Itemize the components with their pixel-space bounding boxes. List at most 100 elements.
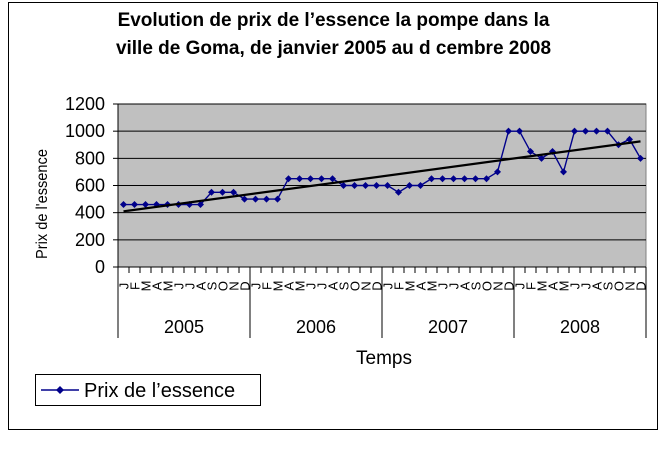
x-tick-label: S: [337, 281, 352, 290]
x-tick-label: A: [282, 281, 297, 290]
series-line: [123, 130, 642, 206]
data-point: [120, 201, 127, 209]
data-point: [230, 188, 237, 196]
x-tick-label: N: [491, 281, 506, 290]
data-point: [274, 195, 281, 203]
data-point: [560, 168, 567, 176]
data-point: [131, 201, 138, 209]
year-label: 2005: [164, 317, 204, 337]
series-prix-essence: [120, 127, 644, 209]
x-axis: JFMAMJJASONDJFMAMJJASONDJFMAMJJASONDJFMA…: [117, 266, 649, 338]
data-point: [351, 182, 358, 189]
x-tick-label: S: [469, 281, 484, 290]
legend: Prix de l’essence: [35, 374, 261, 406]
y-tick-label: 600: [75, 176, 105, 196]
x-tick-label: A: [326, 281, 341, 290]
data-point: [494, 168, 501, 176]
data-point: [395, 188, 402, 196]
data-point: [604, 127, 611, 135]
gridlines: [118, 103, 646, 241]
x-tick-label: F: [260, 282, 275, 290]
x-tick-label: O: [348, 281, 363, 291]
y-axis-label: Prix de l'essence: [34, 149, 51, 259]
data-point: [263, 195, 270, 203]
data-point: [373, 182, 380, 189]
data-point: [252, 195, 259, 203]
x-tick-label: F: [128, 282, 143, 290]
y-tick-label: 200: [75, 230, 105, 250]
data-point: [538, 154, 545, 162]
x-tick-label: O: [612, 281, 627, 291]
data-point: [417, 182, 424, 189]
data-point: [516, 127, 523, 135]
year-label: 2008: [560, 317, 600, 337]
x-tick-label: D: [502, 281, 517, 290]
chart-title-line-2: ville de Goma, de janvier 2005 au d cemb…: [115, 38, 552, 59]
x-tick-label: N: [359, 281, 374, 290]
x-tick-label: A: [414, 281, 429, 290]
data-point: [384, 182, 391, 189]
data-point: [593, 127, 600, 135]
x-tick-label: D: [370, 281, 385, 290]
x-tick-label: A: [150, 281, 165, 290]
x-tick-label: S: [205, 281, 220, 290]
x-tick-label: N: [227, 281, 242, 290]
data-point: [406, 182, 413, 189]
data-point: [219, 188, 226, 196]
x-tick-label: N: [623, 281, 638, 290]
y-tick-label: 800: [75, 148, 105, 168]
x-tick-label: J: [447, 283, 462, 290]
data-point: [318, 175, 325, 183]
x-tick-label: J: [172, 283, 187, 290]
x-tick-label: J: [183, 283, 198, 290]
x-tick-label: J: [249, 283, 264, 290]
x-tick-label: J: [117, 283, 132, 290]
data-point: [329, 175, 336, 183]
x-tick-label: M: [535, 281, 550, 292]
x-tick-label: O: [480, 281, 495, 291]
trendline-line: [123, 140, 641, 213]
data-point: [439, 175, 446, 183]
data-point: [208, 188, 215, 196]
x-tick-label: A: [590, 281, 605, 290]
year-label: 2006: [296, 317, 336, 337]
data-point: [472, 175, 479, 183]
data-point: [450, 175, 457, 183]
data-point: [241, 195, 248, 203]
data-point: [626, 135, 633, 143]
x-tick-label: D: [634, 281, 649, 290]
trendline: [123, 140, 641, 213]
legend-marker-icon: [41, 386, 79, 394]
x-tick-label: A: [458, 281, 473, 290]
x-tick-label: M: [403, 281, 418, 292]
data-point: [428, 175, 435, 183]
data-point: [296, 175, 303, 183]
x-tick-label: F: [524, 282, 539, 290]
x-tick-label: M: [271, 281, 286, 292]
y-tick-label: 400: [75, 203, 105, 223]
x-tick-label: J: [315, 283, 330, 290]
data-point: [285, 175, 292, 183]
x-axis-label: Temps: [356, 348, 412, 369]
data-point: [637, 154, 644, 162]
x-tick-label: J: [579, 283, 594, 290]
x-tick-label: F: [392, 282, 407, 290]
data-point: [197, 201, 204, 209]
chart-title-line-1: Evolution de prix de l’essence la pompe …: [117, 10, 550, 31]
x-tick-label: O: [216, 281, 231, 291]
x-tick-label: J: [513, 283, 528, 290]
y-axis: 0 200 400 600 800 1000 1200: [65, 94, 119, 277]
year-label: 2007: [428, 317, 468, 337]
x-tick-label: M: [139, 281, 154, 292]
data-point: [142, 201, 149, 209]
legend-label: Prix de l’essence: [84, 380, 236, 402]
y-tick-label: 1200: [65, 94, 105, 114]
y-tick-label: 1000: [65, 121, 105, 141]
data-point: [571, 127, 578, 135]
x-tick-label: A: [194, 281, 209, 290]
y-tick-label: 0: [95, 257, 105, 277]
data-point: [362, 182, 369, 189]
x-tick-label: J: [304, 283, 319, 290]
x-tick-label: J: [381, 283, 396, 290]
data-point: [527, 148, 534, 156]
